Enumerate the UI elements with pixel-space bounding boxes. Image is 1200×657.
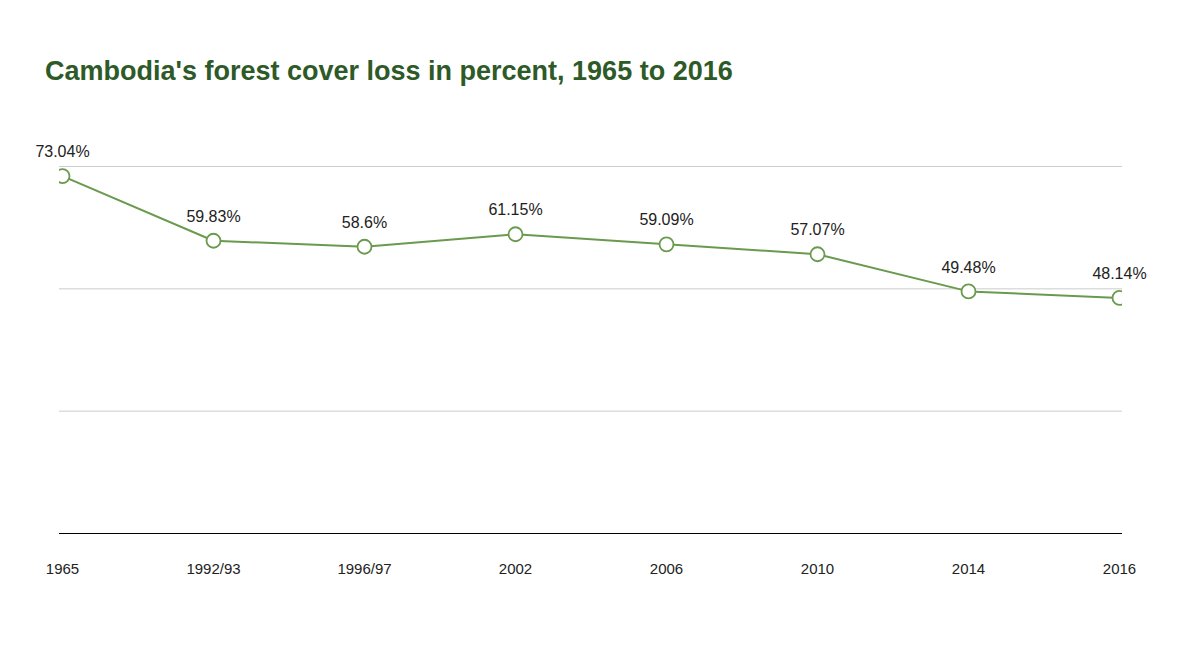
svg-text:1965: 1965 [46, 560, 79, 577]
svg-text:61.15%: 61.15% [488, 201, 542, 218]
svg-text:57.07%: 57.07% [790, 221, 844, 238]
svg-text:2002: 2002 [499, 560, 532, 577]
svg-text:2006: 2006 [650, 560, 683, 577]
svg-text:58.6%: 58.6% [342, 214, 387, 231]
svg-text:2010: 2010 [801, 560, 834, 577]
svg-text:49.48%: 49.48% [941, 258, 995, 275]
svg-text:1992/93: 1992/93 [186, 560, 240, 577]
svg-text:48.14%: 48.14% [1092, 265, 1146, 282]
svg-text:1996/97: 1996/97 [337, 560, 391, 577]
svg-text:2014: 2014 [952, 560, 985, 577]
svg-text:59.83%: 59.83% [186, 208, 240, 225]
svg-text:59.09%: 59.09% [639, 211, 693, 228]
html-text:Cambodia's forest cover loss i: Cambodia's forest cover loss in percent,… [45, 56, 733, 86]
svg-text:2016: 2016 [1103, 560, 1136, 577]
svg-text:73.04%: 73.04% [35, 143, 89, 160]
